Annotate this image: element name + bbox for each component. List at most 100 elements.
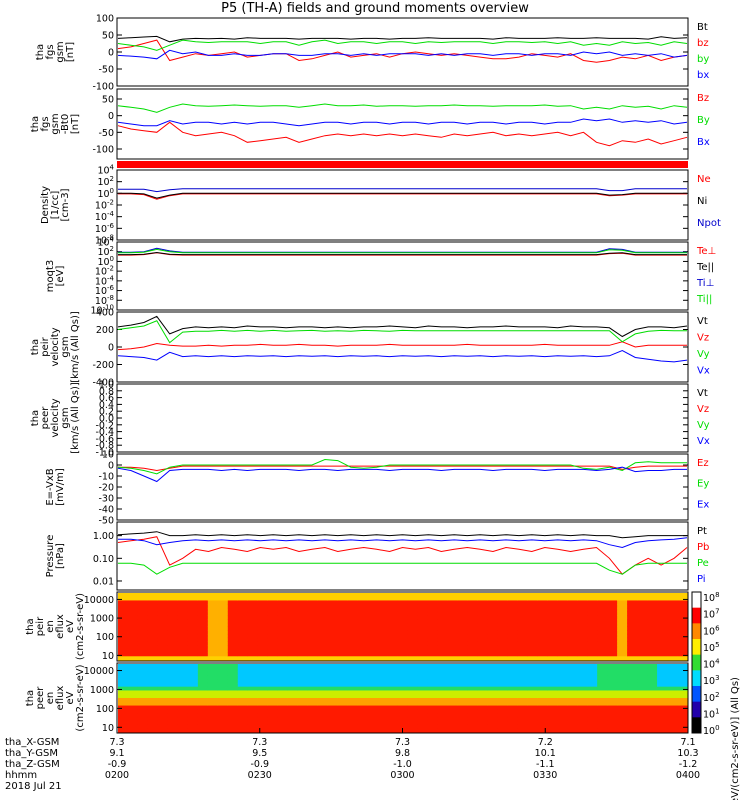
spectrogram-cell (587, 645, 598, 650)
spectrogram-cell (197, 701, 209, 707)
spectrogram-cell (357, 675, 369, 680)
spectrogram-cell (167, 675, 179, 680)
spectrogram-cell (507, 709, 518, 714)
spectrogram-cell (287, 600, 299, 605)
spectrogram-cell (667, 615, 678, 620)
spectrogram-cell (447, 619, 458, 624)
spectrogram-cell (317, 656, 329, 661)
spectrogram-cell (157, 705, 169, 710)
spectrogram-cell (367, 600, 379, 605)
spectrogram-cell (118, 716, 129, 722)
spectrogram-cell (637, 656, 648, 661)
spectrogram-cell (657, 604, 668, 609)
spectrogram-cell (327, 709, 339, 714)
spectrogram-cell (477, 637, 488, 642)
spectrogram-cell (207, 615, 219, 620)
spectrogram-cell (357, 600, 369, 605)
spectrogram-cell (567, 596, 578, 601)
spectrogram-cell (287, 604, 299, 609)
spectrogram-cell (457, 686, 468, 691)
spectrogram-cell (527, 709, 538, 714)
spectrogram-cell (367, 716, 379, 722)
spectrogram-cell (227, 682, 239, 688)
spectrogram-cell (367, 698, 379, 703)
spectrogram-cell (287, 664, 299, 669)
spectrogram-cell (657, 716, 668, 722)
spectrogram-cell (607, 622, 618, 627)
spectrogram-cell (118, 705, 129, 710)
spectrogram-cell (417, 720, 428, 725)
spectrogram-cell (437, 611, 448, 616)
spectrogram-cell (337, 716, 349, 722)
spectrogram-cell (307, 626, 319, 631)
spectrogram-cell (637, 652, 648, 657)
spectrogram-cell (317, 694, 329, 699)
spectrogram-cell (607, 596, 618, 601)
spectrogram-cell (287, 690, 299, 695)
spectrogram-cell (667, 619, 678, 624)
spectrogram-cell (667, 698, 678, 703)
spectrogram-cell (527, 648, 538, 654)
spectrogram-cell (657, 667, 668, 673)
y-tick-label: 0 (108, 111, 114, 122)
panel-frame (116, 169, 689, 241)
spectrogram-cell (657, 664, 668, 669)
spectrogram-cell (517, 637, 528, 642)
spectrogram-cell (637, 615, 648, 620)
spectrogram-cell (427, 645, 438, 650)
spectrogram-cell (317, 709, 329, 714)
y-axis-label: tha (30, 410, 41, 426)
spectrogram-cell (357, 713, 369, 718)
spectrogram-cell (247, 690, 259, 695)
spectrogram-cell (487, 615, 498, 620)
spectrogram-cell (247, 622, 259, 627)
spectrogram-cell (357, 611, 369, 616)
spectrogram-cell (577, 626, 588, 631)
spectrogram-cell (497, 619, 508, 624)
spectrogram-cell (417, 713, 428, 718)
spectrogram-cell (137, 645, 149, 650)
spectrogram-cell (157, 728, 169, 733)
spectrogram-cell (287, 622, 299, 627)
spectrogram-cell (437, 716, 448, 722)
spectrogram-cell (118, 664, 129, 669)
spectrogram-cell (647, 728, 658, 733)
spectrogram-cell (627, 637, 638, 642)
spectrogram-cell (547, 724, 558, 729)
spectrogram-cell (237, 724, 249, 729)
spectrogram-cell (637, 619, 648, 624)
spectrogram-cell (237, 709, 249, 714)
spectrogram-cell (577, 641, 588, 646)
spectrogram-cell (257, 709, 269, 714)
y-tick-label: 400 (96, 308, 114, 319)
spectrogram-cell (118, 593, 129, 598)
spectrogram-cell (427, 701, 438, 707)
spectrogram-cell (427, 713, 438, 718)
spectrogram-cell (387, 675, 399, 680)
spectrogram-cell (567, 709, 578, 714)
spectrogram-cell (118, 648, 129, 654)
spectrogram-cell (677, 705, 688, 710)
spectrogram-cell (427, 709, 438, 714)
panel-frame (116, 591, 689, 662)
spectrogram-cell (397, 652, 408, 657)
spectrogram-cell (447, 667, 458, 673)
spectrogram-cell (577, 630, 588, 635)
spectrogram-cell (118, 626, 129, 631)
spectrogram-cell (527, 652, 538, 657)
spectrogram-cell (587, 682, 598, 688)
spectrogram-cell (327, 716, 339, 722)
spectrogram-cell (667, 675, 678, 680)
spectrogram-cell (437, 641, 448, 646)
spectrogram-cell (237, 633, 249, 639)
spectrogram-cell (217, 600, 229, 605)
spectrogram-cell (557, 633, 568, 639)
spectrogram-cell (517, 675, 528, 680)
y-tick-label: 0.8 (99, 386, 114, 397)
spectrogram-cell (257, 698, 269, 703)
spectrogram-cell (507, 637, 518, 642)
spectrogram-cell (487, 720, 498, 725)
spectrogram-cell (287, 611, 299, 616)
spectrogram-cell (317, 593, 329, 598)
legend-entry: Bz (697, 93, 709, 104)
